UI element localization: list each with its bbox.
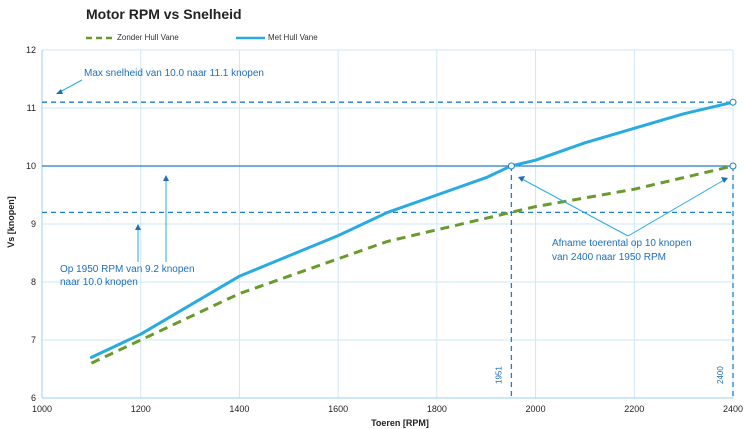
annotation-arrow-max [57,79,83,94]
ref-label-2400: 2400 [716,366,725,384]
ref-label-1951: 1951 [494,366,503,384]
x-tick-label-2200: 2200 [624,404,644,414]
annotation-rpm-line2: van 2400 naar 1950 RPM [552,252,666,263]
annotation-arrowhead-up-right [163,175,169,181]
annotation-max-speed: Max snelheid van 10.0 naar 11.1 knopen [84,68,264,79]
marker-point-0 [507,162,515,170]
x-tick-label-1400: 1400 [229,404,249,414]
x-tick-label-2400: 2400 [723,404,743,414]
x-tick-label-1200: 1200 [131,404,151,414]
x-tick-label-1600: 1600 [328,404,348,414]
series-line-0 [90,164,734,365]
y-tick-label-7: 7 [31,335,36,345]
x-tick-label-1800: 1800 [427,404,447,414]
x-axis-label: Toeren [RPM] [371,418,429,428]
annotation-arrowhead-up-left [135,224,141,230]
annotation-arrow-rpm-right [627,179,725,237]
annotation-1950-line2: naar 10.0 knopen [60,277,138,288]
annotation-arrowhead-rpm-left [518,176,525,182]
annotations: Max snelheid van 10.0 naar 11.1 knopen O… [56,68,728,288]
y-tick-label-8: 8 [31,277,36,287]
tick-labels: 1000 1200 1400 1600 1800 2000 2200 2400 6 7 8 9 10 11… [26,45,743,414]
y-tick-label-10: 10 [26,161,36,171]
marker-point-1 [729,98,737,106]
y-tick-label-11: 11 [27,103,36,113]
annotation-arrowhead-rpm-right [721,177,728,183]
annotation-arrow-rpm-left [521,178,629,237]
y-axis-label: Vs [knopen] [6,196,16,248]
x-tick-label-1000: 1000 [32,404,52,414]
annotation-rpm-line1: Afname toerental op 10 knopen [552,238,692,249]
reference-lines: 1951 2400 [42,101,734,398]
series-line-1 [89,100,735,359]
marker-point-2 [729,162,737,170]
x-tick-label-2000: 2000 [526,404,546,414]
y-tick-label-9: 9 [31,219,36,229]
chart-title: Motor RPM vs Snelheid [86,6,242,22]
legend-label-met: Met Hull Vane [268,33,318,42]
series-lines [89,100,735,365]
y-tick-label-12: 12 [26,45,36,55]
markers [507,98,737,170]
legend-label-zonder: Zonder Hull Vane [117,33,179,42]
annotation-1950-line1: Op 1950 RPM van 9.2 knopen [60,264,195,275]
legend: Zonder Hull Vane Met Hull Vane [86,33,318,42]
annotation-arrowhead-max [56,89,63,94]
y-tick-label-6: 6 [31,393,36,403]
